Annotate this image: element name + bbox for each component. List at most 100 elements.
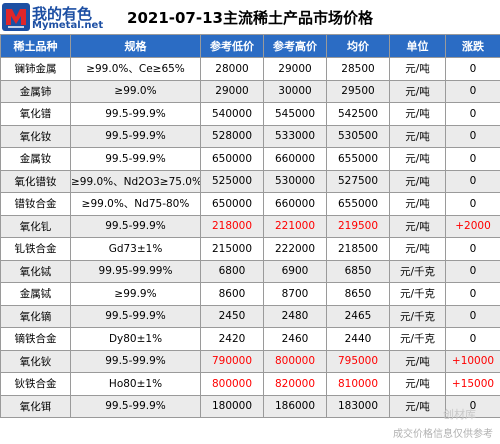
cell-avg-price: 795000 <box>326 349 390 373</box>
cell-unit: 元/吨 <box>389 124 446 148</box>
cell-variety: 氧化镝 <box>0 304 71 328</box>
cell-variety: 氧化钕 <box>0 124 71 148</box>
cell-spec: ≥99.0%、Nd2O3≥75.0% <box>70 169 201 193</box>
cell-variety: 钆铁合金 <box>0 237 71 261</box>
cell-unit: 元/千克 <box>389 304 446 328</box>
cell-spec: Ho80±1% <box>70 372 201 396</box>
logo-name-cn: 我的有色 <box>32 5 93 23</box>
cell-change: 0 <box>445 237 500 261</box>
cell-unit: 元/吨 <box>389 372 446 396</box>
cell-low-price: 180000 <box>200 394 264 418</box>
cell-variety: 氧化镨 <box>0 102 71 126</box>
cell-variety: 金属钕 <box>0 147 71 171</box>
cell-change: 0 <box>445 169 500 193</box>
cell-change: 0 <box>445 57 500 81</box>
table-row: 金属铽 ≥99.9% 8600 8700 8650 元/千克 0 <box>0 282 500 306</box>
cell-spec: ≥99.9% <box>70 282 201 306</box>
cell-change: 0 <box>445 304 500 328</box>
cell-high-price: 186000 <box>263 394 327 418</box>
cell-low-price: 2450 <box>200 304 264 328</box>
mymetal-logo-icon <box>2 3 30 31</box>
cell-low-price: 8600 <box>200 282 264 306</box>
cell-high-price: 660000 <box>263 147 327 171</box>
cell-change: +10000 <box>445 349 500 373</box>
cell-avg-price: 530500 <box>326 124 390 148</box>
cell-avg-price: 218500 <box>326 237 390 261</box>
table-row: 金属钕 99.5-99.9% 650000 660000 655000 元/吨 0 <box>0 147 500 171</box>
cell-low-price: 540000 <box>200 102 264 126</box>
sheet-title: 2021-07-13主流稀土产品市场价格 <box>127 9 373 27</box>
cell-spec: Gd73±1% <box>70 237 201 261</box>
cell-spec: 99.5-99.9% <box>70 124 201 148</box>
table-row: 镨钕合金 ≥99.0%、Nd75-80% 650000 660000 655000 元/吨… <box>0 192 500 216</box>
cell-change: 0 <box>445 327 500 351</box>
cell-variety: 镨钕合金 <box>0 192 71 216</box>
cell-change: 0 <box>445 282 500 306</box>
cell-spec: 99.5-99.9% <box>70 349 201 373</box>
cell-variety: 氧化铒 <box>0 394 71 418</box>
cell-high-price: 545000 <box>263 102 327 126</box>
cell-unit: 元/吨 <box>389 394 446 418</box>
table-row: 氧化镝 99.5-99.9% 2450 2480 2465 元/千克 0 <box>0 304 500 328</box>
disclaimer-note: 成交价格信息仅供参考 <box>393 429 493 440</box>
cell-spec: 99.5-99.9% <box>70 214 201 238</box>
cell-variety: 氧化镨钕 <box>0 169 71 193</box>
cell-change: 0 <box>445 102 500 126</box>
cell-high-price: 2480 <box>263 304 327 328</box>
cell-unit: 元/千克 <box>389 327 446 351</box>
cell-change: 0 <box>445 394 500 418</box>
cell-avg-price: 219500 <box>326 214 390 238</box>
table-row: 氧化镨 99.5-99.9% 540000 545000 542500 元/吨 0 <box>0 102 500 126</box>
table-row: 氧化钬 99.5-99.9% 790000 800000 795000 元/吨 +10000 <box>0 349 500 373</box>
cell-spec: ≥99.0%、Nd75-80% <box>70 192 201 216</box>
cell-low-price: 29000 <box>200 79 264 103</box>
cell-unit: 元/吨 <box>389 237 446 261</box>
column-header-low: 参考低价 <box>200 34 264 58</box>
cell-variety: 钬铁合金 <box>0 372 71 396</box>
cell-low-price: 218000 <box>200 214 264 238</box>
table-row: 镧铈金属 ≥99.0%、Ce≥65% 28000 29000 28500 元/吨 0 <box>0 57 500 81</box>
cell-low-price: 650000 <box>200 147 264 171</box>
brand-watermark-icon: 创材库 <box>443 408 476 421</box>
cell-avg-price: 6850 <box>326 259 390 283</box>
cell-unit: 元/千克 <box>389 259 446 283</box>
cell-high-price: 6900 <box>263 259 327 283</box>
cell-avg-price: 183000 <box>326 394 390 418</box>
cell-change: +15000 <box>445 372 500 396</box>
cell-change: 0 <box>445 124 500 148</box>
cell-change: 0 <box>445 147 500 171</box>
column-header-variety: 稀土品种 <box>0 34 71 58</box>
table-row: 金属铈 ≥99.0% 29000 30000 29500 元/吨 0 <box>0 79 500 103</box>
logo-name-en: Mymetal.net <box>32 20 104 31</box>
cell-change: 0 <box>445 79 500 103</box>
column-header-change: 涨跌 <box>445 34 500 58</box>
cell-unit: 元/吨 <box>389 192 446 216</box>
cell-unit: 元/吨 <box>389 169 446 193</box>
table-header-row: 稀土品种 规格 参考低价 参考高价 均价 单位 涨跌 <box>0 34 500 58</box>
cell-spec: 99.95-99.99% <box>70 259 201 283</box>
cell-low-price: 525000 <box>200 169 264 193</box>
cell-spec: ≥99.0%、Ce≥65% <box>70 57 201 81</box>
sheet-header: 我的有色 Mymetal.net 2021-07-13主流稀土产品市场价格 <box>0 0 500 34</box>
column-header-unit: 单位 <box>389 34 446 58</box>
cell-high-price: 8700 <box>263 282 327 306</box>
cell-high-price: 30000 <box>263 79 327 103</box>
table-row: 钬铁合金 Ho80±1% 800000 820000 810000 元/吨 +15000 <box>0 372 500 396</box>
cell-variety: 金属铽 <box>0 282 71 306</box>
cell-avg-price: 542500 <box>326 102 390 126</box>
cell-low-price: 215000 <box>200 237 264 261</box>
cell-avg-price: 655000 <box>326 147 390 171</box>
cell-low-price: 528000 <box>200 124 264 148</box>
cell-low-price: 28000 <box>200 57 264 81</box>
cell-avg-price: 29500 <box>326 79 390 103</box>
table-row: 氧化钆 99.5-99.9% 218000 221000 219500 元/吨 +2000 <box>0 214 500 238</box>
cell-high-price: 660000 <box>263 192 327 216</box>
cell-spec: 99.5-99.9% <box>70 102 201 126</box>
column-header-high: 参考高价 <box>263 34 327 58</box>
cell-unit: 元/吨 <box>389 79 446 103</box>
cell-unit: 元/吨 <box>389 214 446 238</box>
cell-spec: 99.5-99.9% <box>70 304 201 328</box>
cell-low-price: 6800 <box>200 259 264 283</box>
cell-avg-price: 2465 <box>326 304 390 328</box>
